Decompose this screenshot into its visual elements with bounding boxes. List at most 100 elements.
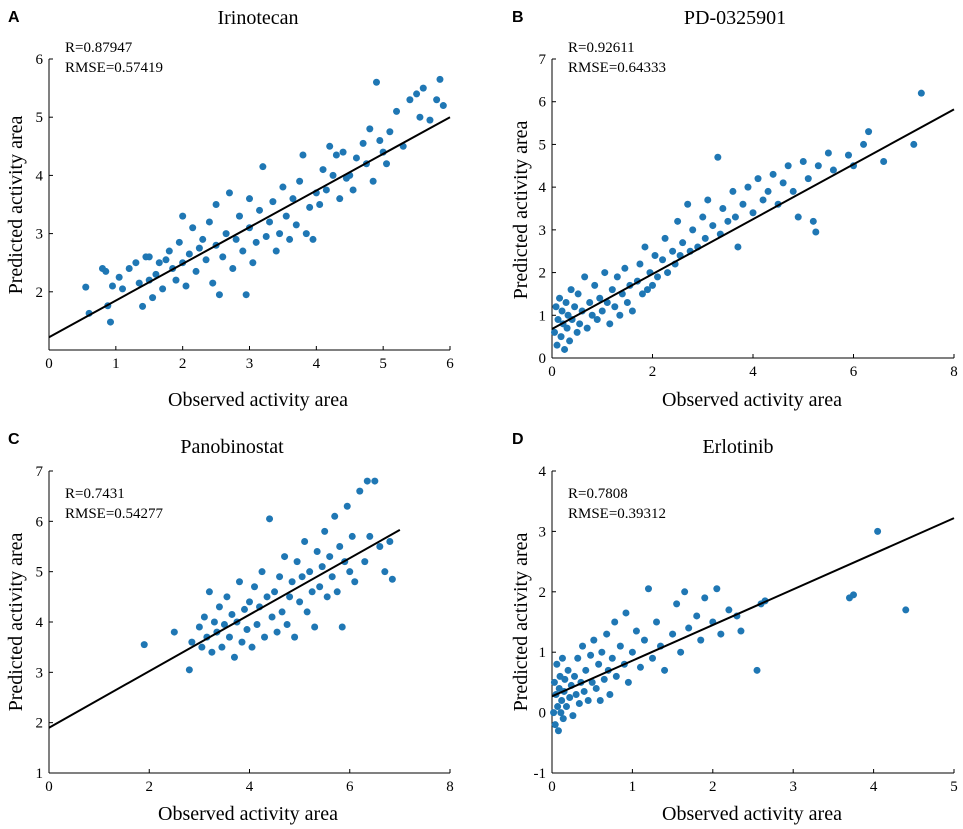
- data-point: [651, 251, 659, 259]
- x-tick-label: 4: [246, 779, 254, 795]
- data-point: [731, 213, 739, 221]
- data-point: [844, 151, 852, 159]
- data-point: [616, 311, 624, 319]
- data-point: [326, 553, 334, 561]
- data-point: [268, 613, 276, 621]
- r-value: R=0.7431: [65, 486, 125, 502]
- x-axis-label: Observed activity area: [662, 803, 842, 825]
- data-point: [554, 727, 562, 735]
- data-point: [603, 630, 611, 638]
- data-point: [550, 709, 558, 717]
- data-point: [308, 588, 316, 596]
- data-point: [697, 636, 705, 644]
- data-point: [359, 139, 367, 147]
- x-tick-label: 0: [548, 779, 556, 795]
- data-point: [261, 633, 269, 641]
- data-point: [108, 282, 116, 290]
- data-point: [583, 324, 591, 332]
- data-point: [586, 298, 594, 306]
- data-point: [348, 532, 356, 540]
- data-point: [205, 218, 213, 226]
- rmse-value: RMSE=0.57419: [65, 60, 163, 76]
- data-point: [302, 230, 310, 238]
- data-point: [566, 694, 574, 701]
- y-tick-label: 7: [36, 464, 44, 480]
- data-point: [794, 213, 802, 221]
- data-point: [701, 594, 709, 602]
- data-point: [188, 638, 196, 646]
- x-tick-label: 6: [446, 356, 454, 372]
- data-point: [276, 230, 284, 238]
- data-point: [764, 187, 772, 195]
- data-point: [562, 298, 570, 306]
- y-tick-label: 4: [36, 168, 44, 184]
- data-point: [426, 116, 434, 124]
- data-point: [172, 276, 180, 284]
- data-point: [199, 235, 207, 243]
- data-point: [649, 281, 656, 289]
- data-point: [323, 593, 331, 601]
- data-point: [235, 578, 243, 586]
- data-point: [713, 585, 721, 593]
- x-tick-label: 0: [45, 779, 53, 795]
- regression-line: [48, 116, 451, 339]
- data-point: [557, 333, 565, 341]
- data-point: [242, 291, 250, 299]
- data-point: [303, 608, 311, 616]
- data-point: [601, 269, 609, 277]
- panel-c: C Panobinostat 0 2 4 6 8 1 2 3 4 5 6 7 R=0.7431 RMSE=0.…: [5, 431, 454, 825]
- data-point: [243, 626, 251, 634]
- data-point: [269, 198, 277, 206]
- data-point: [381, 568, 389, 576]
- data-point: [346, 568, 354, 576]
- data-point: [632, 627, 640, 635]
- data-point: [322, 186, 330, 194]
- r-value: R=0.87947: [65, 40, 133, 56]
- x-tick-label: 8: [950, 364, 958, 380]
- data-point: [734, 243, 742, 251]
- data-point: [628, 648, 636, 656]
- chart-title: Irinotecan: [217, 7, 298, 29]
- r-value: R=0.92611: [568, 40, 635, 56]
- data-point: [812, 228, 820, 236]
- data-point: [366, 125, 374, 133]
- data-point: [149, 294, 157, 302]
- data-point: [799, 158, 807, 166]
- y-tick-label: 4: [539, 180, 547, 196]
- data-point: [582, 666, 590, 674]
- data-point: [200, 613, 208, 621]
- data-point: [278, 608, 286, 616]
- data-point: [175, 238, 183, 246]
- data-point: [829, 166, 837, 174]
- data-point: [352, 154, 360, 162]
- x-tick-label: 5: [950, 779, 958, 795]
- data-point: [283, 621, 291, 629]
- data-point: [737, 627, 745, 635]
- y-tick-label: 2: [539, 266, 547, 282]
- data-point: [611, 303, 619, 311]
- x-tick-label: 1: [629, 779, 637, 795]
- data-point: [266, 515, 274, 523]
- data-point: [235, 212, 243, 220]
- y-tick-label: 3: [36, 665, 44, 681]
- data-point: [376, 543, 384, 550]
- data-point: [343, 502, 351, 510]
- data-point: [638, 290, 646, 298]
- data-point: [593, 316, 601, 324]
- data-point: [192, 267, 200, 275]
- x-tick-label: 8: [446, 779, 454, 795]
- data-point: [363, 477, 371, 485]
- data-point: [329, 171, 337, 179]
- data-point: [553, 341, 561, 349]
- data-point: [681, 588, 689, 596]
- data-point: [749, 209, 757, 217]
- data-point: [714, 153, 722, 161]
- data-point: [276, 573, 284, 581]
- data-point: [228, 610, 236, 618]
- data-point: [170, 628, 178, 636]
- x-tick-label: 4: [313, 356, 321, 372]
- data-point: [910, 140, 918, 148]
- x-tick-label: 2: [179, 356, 187, 372]
- data-point: [251, 583, 259, 591]
